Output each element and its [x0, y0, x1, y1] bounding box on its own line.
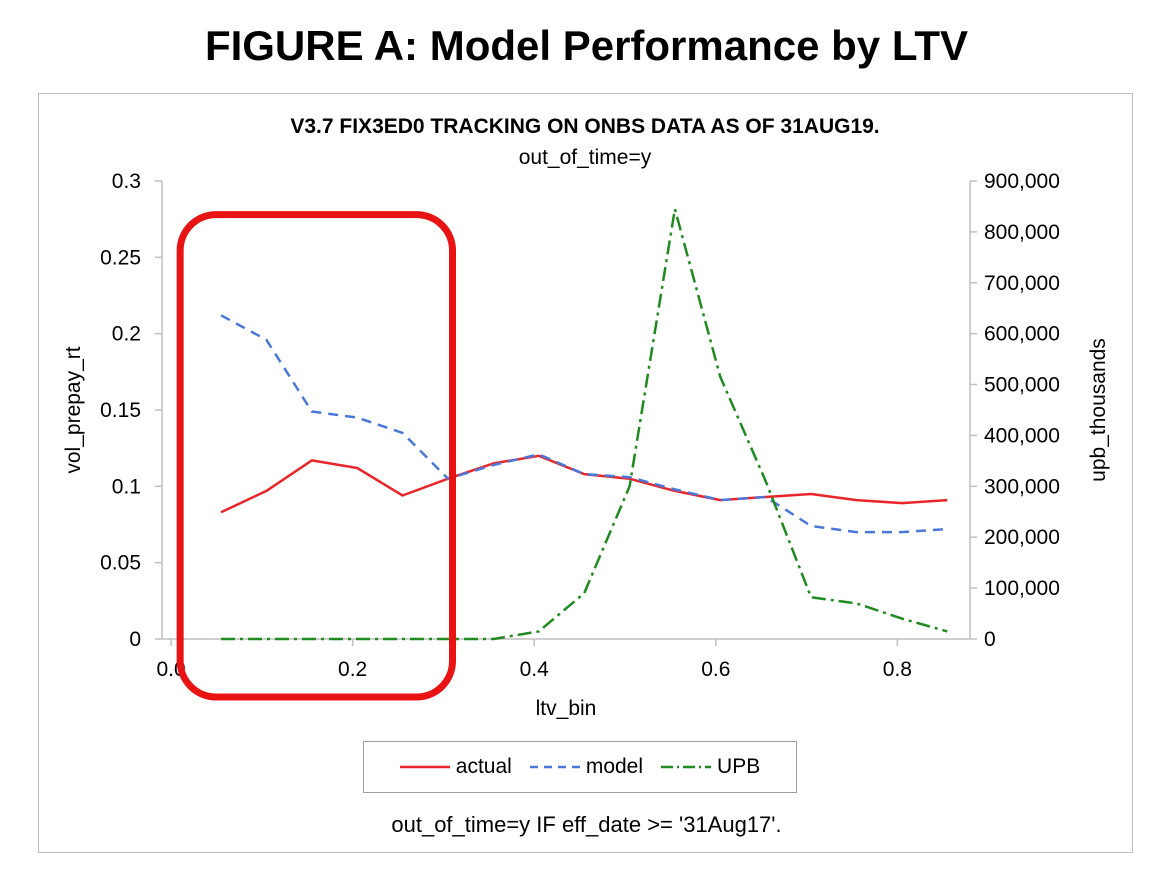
legend-item-model: model [529, 755, 644, 779]
series-line-actual [220, 454, 948, 514]
y-tick-label: 0.1 [112, 475, 141, 498]
y-tick-label: 0.3 [112, 170, 141, 193]
y2-tick-label: 500,000 [984, 374, 1060, 397]
x-axis-label: ltv_bin [536, 697, 597, 720]
legend-label-model: model [585, 755, 644, 778]
legend-item-actual: actual [399, 755, 512, 779]
y-tick-label: 0 [129, 628, 141, 651]
y-axis-label: vol_prepay_rt [62, 346, 85, 473]
legend-label-actual: actual [455, 755, 512, 778]
x-tick-label: 0.8 [883, 658, 912, 681]
y2-tick-label: 0 [984, 628, 996, 651]
series-line-model [220, 314, 948, 534]
chart-title: V3.7 FIX3ED0 TRACKING ON ONBS DATA AS OF… [290, 115, 879, 138]
y2-tick-label: 800,000 [984, 221, 1060, 244]
y2-axis-label: upb_thousands [1087, 338, 1110, 482]
x-tick-label: 0.2 [338, 658, 367, 681]
y2-tick-label: 200,000 [984, 526, 1060, 549]
y2-tick-label: 700,000 [984, 272, 1060, 295]
legend-label-upb: UPB [717, 755, 761, 778]
y-tick-label: 0.15 [100, 399, 141, 422]
y-tick-label: 0.2 [112, 323, 141, 346]
footnote: out_of_time=y IF eff_date >= '31Aug17'. [391, 812, 782, 837]
x-tick-label: 0.4 [520, 658, 550, 681]
y2-tick-label: 600,000 [984, 323, 1060, 346]
x-tick-label: 0.6 [701, 658, 730, 681]
legend-swatch-upb [661, 765, 712, 769]
chart-subtitle: out_of_time=y [519, 146, 652, 169]
legend-swatch-model [529, 765, 580, 769]
legend-swatch-actual [399, 765, 450, 769]
chart-legend: actual model UPB [363, 741, 797, 793]
chart-frame [38, 93, 1133, 853]
figure-title: FIGURE A: Model Performance by LTV [204, 22, 969, 69]
y2-tick-label: 900,000 [984, 170, 1060, 193]
y-tick-label: 0.25 [100, 246, 141, 269]
y-tick-label: 0.05 [100, 552, 141, 575]
legend-item-upb: UPB [661, 755, 760, 779]
y2-tick-label: 400,000 [984, 424, 1060, 447]
y2-tick-label: 100,000 [984, 577, 1060, 600]
highlight-box [176, 211, 457, 701]
series-line-upb [221, 207, 948, 641]
y2-tick-label: 300,000 [984, 475, 1060, 498]
